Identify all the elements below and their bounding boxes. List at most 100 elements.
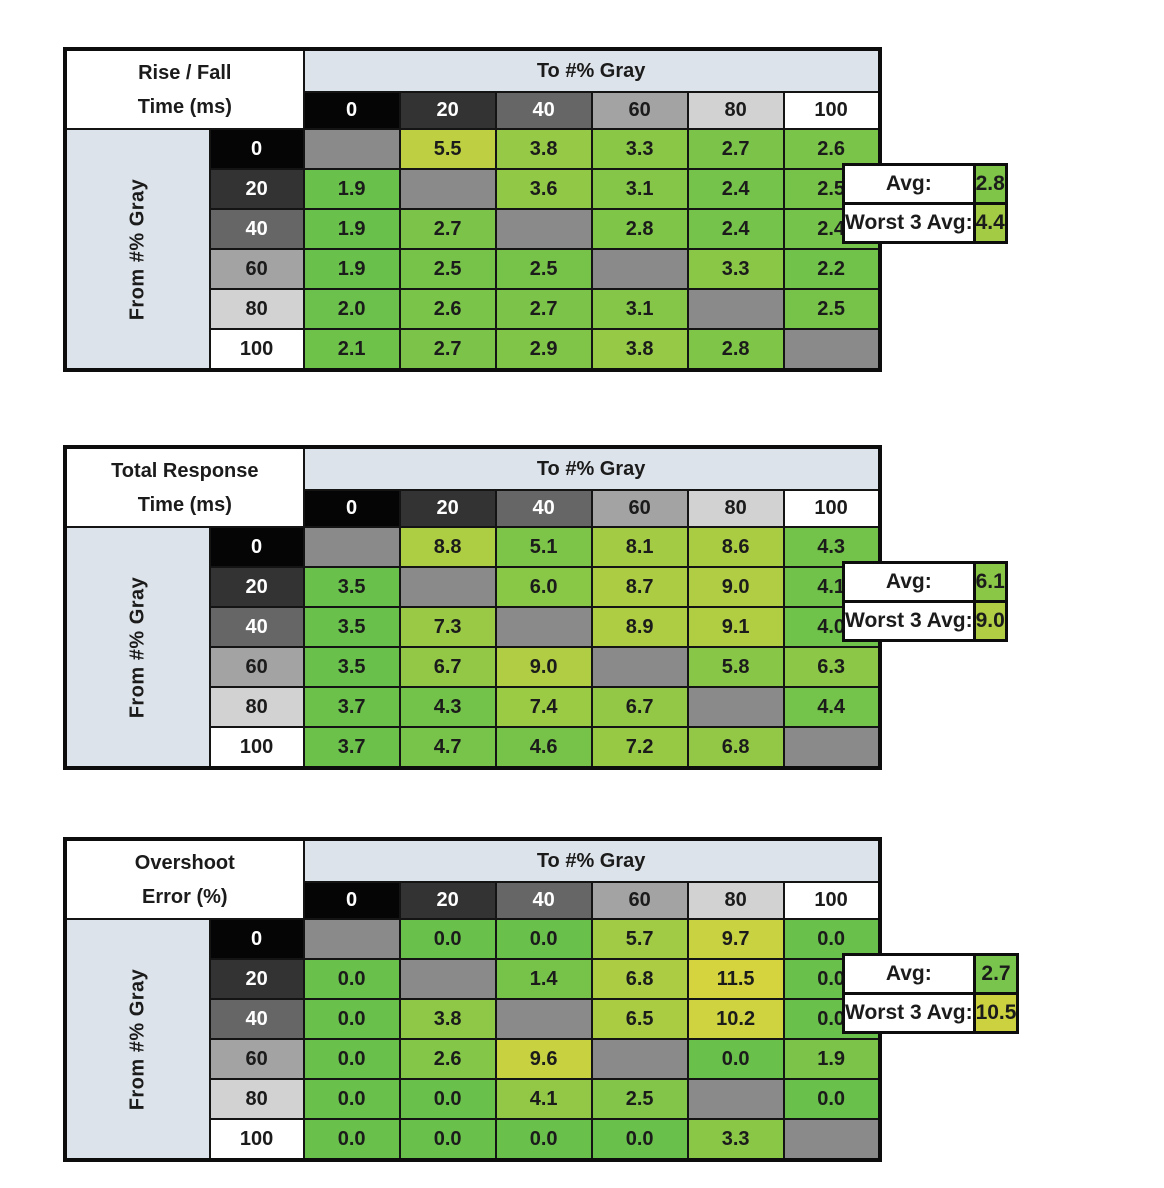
diagonal-cell — [782, 726, 881, 769]
diagonal-cell — [590, 248, 689, 290]
value-cell: 9.1 — [686, 606, 785, 648]
overshoot-error-table: Overshoot Error (%) To #% Gray 0 20 40 60 80 100… — [63, 837, 882, 1162]
value-cell: 5.8 — [686, 646, 785, 688]
table-title-line2: Time (ms) — [137, 95, 232, 118]
row-header-0: 0 — [208, 128, 305, 170]
table-title-line1: Rise / Fall — [138, 61, 232, 84]
row-header-40: 40 — [208, 998, 305, 1040]
col-header-40: 40 — [494, 91, 593, 130]
worst3-avg-value: 9.0 — [972, 600, 1008, 642]
value-cell: 3.7 — [302, 686, 401, 728]
row-axis-band: From #% Gray — [64, 128, 211, 371]
value-cell: 9.6 — [494, 1038, 593, 1080]
worst3-avg-label: Worst 3 Avg: — [842, 202, 976, 244]
value-cell: 3.8 — [590, 328, 689, 371]
row-header-80: 80 — [208, 1078, 305, 1120]
col-header-100: 100 — [782, 881, 881, 920]
value-cell: 2.9 — [494, 328, 593, 371]
col-header-40: 40 — [494, 489, 593, 528]
avg-value: 2.7 — [972, 953, 1020, 995]
value-cell: 7.3 — [398, 606, 497, 648]
worst3-avg-label: Worst 3 Avg: — [842, 600, 976, 642]
value-cell: 9.0 — [686, 566, 785, 608]
value-cell: 3.8 — [398, 998, 497, 1040]
row-axis-title: From #% Gray — [126, 576, 149, 718]
value-cell: 10.2 — [686, 998, 785, 1040]
table-group-overshoot-error: Overshoot Error (%) To #% Gray 0 20 40 60 80 100… — [63, 837, 1020, 1162]
row-axis-band: From #% Gray — [64, 526, 211, 769]
col-header-0: 0 — [302, 489, 401, 528]
col-axis-title: To #% Gray — [302, 446, 881, 491]
col-axis-title: To #% Gray — [302, 838, 881, 883]
value-cell: 9.0 — [494, 646, 593, 688]
value-cell: 2.2 — [782, 248, 881, 290]
diagonal-cell — [686, 686, 785, 728]
value-cell: 0.0 — [302, 998, 401, 1040]
value-cell: 6.8 — [686, 726, 785, 769]
value-cell: 8.6 — [686, 526, 785, 568]
value-cell: 0.0 — [398, 918, 497, 960]
value-cell: 0.0 — [494, 918, 593, 960]
row-axis-title: From #% Gray — [126, 178, 149, 320]
value-cell: 4.7 — [398, 726, 497, 769]
avg-label: Avg: — [842, 953, 976, 995]
worst3-avg-value: 10.5 — [972, 992, 1020, 1034]
value-cell: 6.7 — [398, 646, 497, 688]
row-axis-band: From #% Gray — [64, 918, 211, 1161]
value-cell: 0.0 — [302, 958, 401, 1000]
value-cell: 0.0 — [398, 1078, 497, 1120]
value-cell: 2.7 — [494, 288, 593, 330]
diagonal-cell — [494, 606, 593, 648]
value-cell: 0.0 — [590, 1118, 689, 1161]
value-cell: 8.9 — [590, 606, 689, 648]
table-title-rise-fall-time: Rise / Fall Time (ms) — [64, 48, 305, 130]
avg-label: Avg: — [842, 561, 976, 603]
row-header-40: 40 — [208, 606, 305, 648]
value-cell: 0.0 — [494, 1118, 593, 1161]
row-header-60: 60 — [208, 248, 305, 290]
row-header-20: 20 — [208, 958, 305, 1000]
value-cell: 0.0 — [782, 1078, 881, 1120]
row-header-100: 100 — [208, 1118, 305, 1161]
row-header-20: 20 — [208, 566, 305, 608]
table-title-line1: Overshoot — [134, 851, 235, 874]
diagonal-cell — [782, 328, 881, 371]
diagonal-cell — [398, 958, 497, 1000]
value-cell: 6.7 — [590, 686, 689, 728]
row-header-20: 20 — [208, 168, 305, 210]
value-cell: 1.9 — [302, 208, 401, 250]
value-cell: 7.4 — [494, 686, 593, 728]
avg-label: Avg: — [842, 163, 976, 205]
value-cell: 3.8 — [494, 128, 593, 170]
col-header-60: 60 — [590, 91, 689, 130]
table-title-total-response-time: Total Response Time (ms) — [64, 446, 305, 528]
diagonal-cell — [590, 1038, 689, 1080]
value-cell: 3.3 — [686, 248, 785, 290]
value-cell: 5.7 — [590, 918, 689, 960]
value-cell: 4.3 — [398, 686, 497, 728]
value-cell: 7.2 — [590, 726, 689, 769]
table-group-total-response-time: Total Response Time (ms) To #% Gray 0 20 40 60… — [63, 445, 1008, 770]
row-header-100: 100 — [208, 328, 305, 371]
value-cell: 4.4 — [782, 686, 881, 728]
table-title-line1: Total Response — [111, 459, 259, 482]
diagonal-cell — [590, 646, 689, 688]
avg-value: 6.1 — [972, 561, 1008, 603]
value-cell: 3.5 — [302, 606, 401, 648]
value-cell: 8.8 — [398, 526, 497, 568]
row-header-60: 60 — [208, 1038, 305, 1080]
table-title-line2: Error (%) — [142, 885, 228, 908]
value-cell: 3.7 — [302, 726, 401, 769]
summary-box-total-response-time: Avg: 6.1 Worst 3 Avg: 9.0 — [842, 561, 1008, 642]
row-axis-title: From #% Gray — [126, 968, 149, 1110]
value-cell: 2.6 — [398, 1038, 497, 1080]
row-header-80: 80 — [208, 686, 305, 728]
value-cell: 6.0 — [494, 566, 593, 608]
col-header-0: 0 — [302, 91, 401, 130]
row-header-0: 0 — [208, 526, 305, 568]
value-cell: 3.5 — [302, 646, 401, 688]
value-cell: 8.1 — [590, 526, 689, 568]
diagonal-cell — [302, 128, 401, 170]
table-group-rise-fall-time: Rise / Fall Time (ms) To #% Gray 0 20 40 60 80 1… — [63, 47, 1008, 372]
